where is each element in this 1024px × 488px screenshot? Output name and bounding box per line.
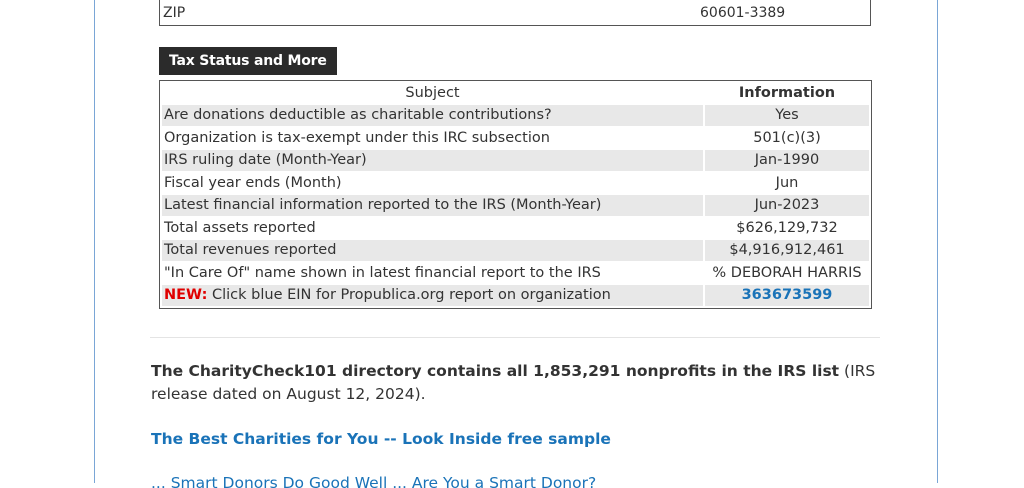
divider: [150, 337, 880, 338]
new-row-subject: NEW: Click blue EIN for Propublica.org r…: [162, 285, 703, 306]
row-subject: IRS ruling date (Month-Year): [162, 150, 703, 171]
row-info: Yes: [705, 105, 869, 126]
table-row: Total assets reported $626,129,732: [162, 218, 869, 239]
row-subject: Total revenues reported: [162, 240, 703, 261]
ein-cell: 363673599: [705, 285, 869, 306]
row-subject: "In Care Of" name shown in latest financ…: [164, 264, 601, 281]
information-header: Information: [738, 85, 836, 101]
tax-status-table: Subject Information Are donations deduct…: [159, 80, 872, 309]
section-title: Tax Status and More: [159, 47, 337, 75]
table-row: Fiscal year ends (Month) Jun: [162, 173, 869, 194]
row-subject: Latest financial information reported to…: [162, 195, 703, 216]
new-badge: NEW:: [164, 287, 208, 304]
row-info: $4,916,912,461: [705, 240, 869, 261]
table-row: Latest financial information reported to…: [162, 195, 869, 216]
row-info: Jun: [775, 174, 799, 191]
directory-summary-rest: (IRS release dated on August 12, 2024).: [151, 362, 876, 403]
table-row: IRS ruling date (Month-Year) Jan-1990: [162, 150, 869, 171]
table-row: Total revenues reported $4,916,912,461: [162, 240, 869, 261]
table-row: "In Care Of" name shown in latest financ…: [162, 263, 869, 284]
smart-donor-link[interactable]: ... Smart Donors Do Good Well ... Are Yo…: [151, 474, 597, 488]
ein-link[interactable]: 363673599: [741, 287, 833, 304]
row-info: Jun-2023: [705, 195, 869, 216]
directory-summary-bold: The CharityCheck101 directory contains a…: [151, 362, 840, 380]
zip-row: ZIP 60601-3389: [159, 0, 871, 26]
best-charities-link[interactable]: The Best Charities for You -- Look Insid…: [151, 430, 611, 448]
table-row: Are donations deductible as charitable c…: [162, 105, 869, 126]
row-info: 501(c)(3): [753, 129, 821, 146]
row-subject: Total assets reported: [164, 219, 316, 236]
directory-summary: The CharityCheck101 directory contains a…: [151, 360, 881, 406]
table-row: Organization is tax-exempt under this IR…: [162, 128, 869, 149]
new-row-text: Click blue EIN for Propublica.org report…: [207, 287, 611, 304]
content-border-left: [94, 0, 95, 483]
zip-value: 60601-3389: [700, 5, 786, 21]
subject-header: Subject: [405, 85, 460, 101]
content-border-right: [937, 0, 938, 483]
row-subject: Are donations deductible as charitable c…: [162, 105, 703, 126]
row-info: $626,129,732: [736, 219, 838, 236]
row-subject: Organization is tax-exempt under this IR…: [164, 129, 550, 146]
row-subject: Fiscal year ends (Month): [164, 174, 342, 191]
row-info: Jan-1990: [705, 150, 869, 171]
row-info: % DEBORAH HARRIS: [712, 264, 862, 281]
table-row-new: NEW: Click blue EIN for Propublica.org r…: [162, 285, 869, 306]
table-header-row: Subject Information: [162, 83, 869, 103]
zip-label: ZIP: [163, 5, 186, 21]
